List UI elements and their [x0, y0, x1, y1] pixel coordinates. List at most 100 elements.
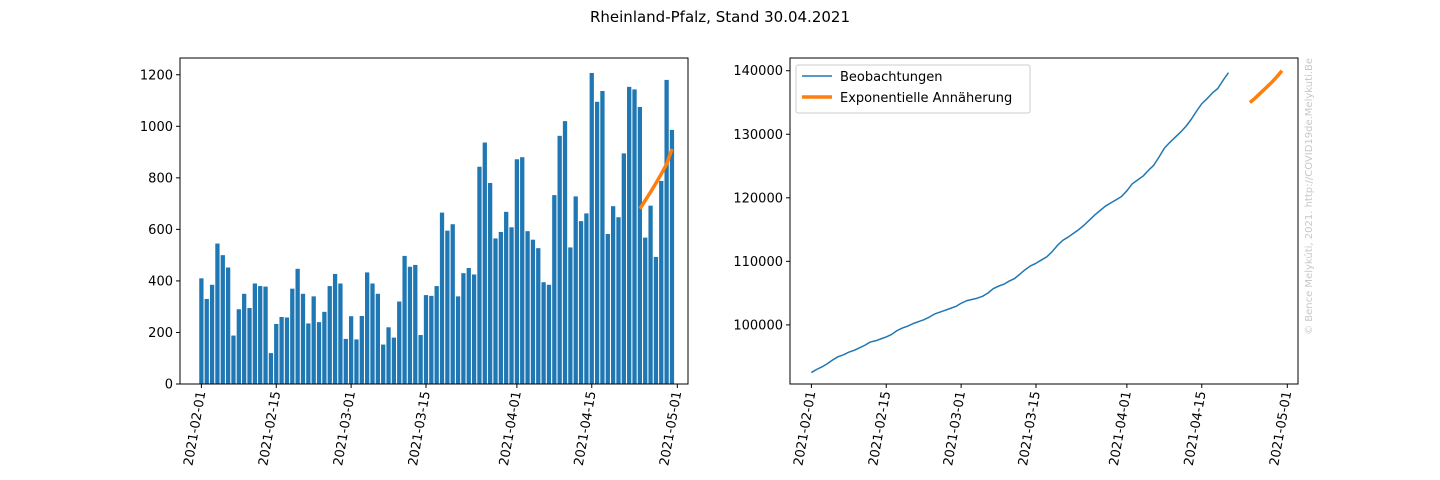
- daily-case-bar: [413, 264, 418, 384]
- daily-case-bar: [632, 89, 637, 384]
- daily-case-bar: [568, 247, 573, 384]
- daily-case-bar: [605, 234, 610, 384]
- right-y-axis-ticks: 100000 110000 120000 130000 140000: [733, 64, 790, 333]
- right-y-tick-label: 100000: [733, 318, 783, 333]
- daily-case-bar: [247, 307, 252, 384]
- daily-case-bar: [215, 243, 220, 384]
- right-x-tick-label: 2021-04-01: [1107, 390, 1135, 467]
- right-y-tick-label: 140000: [733, 64, 783, 79]
- left-y-tick-label: 200: [148, 326, 173, 341]
- daily-case-bar: [573, 196, 578, 384]
- daily-case-bar: [637, 106, 643, 385]
- right-y-tick-label: 110000: [733, 255, 783, 270]
- left-y-tick-label: 1000: [140, 120, 173, 135]
- daily-case-bar: [546, 284, 552, 384]
- right-y-tick-label: 120000: [733, 191, 783, 206]
- daily-case-bar: [204, 298, 209, 384]
- daily-case-bar: [439, 212, 445, 384]
- daily-case-bar: [477, 166, 482, 384]
- daily-case-bar: [482, 142, 487, 384]
- daily-case-bar: [348, 316, 354, 384]
- right-axes-frame: [789, 57, 1299, 385]
- daily-case-bar: [209, 284, 215, 384]
- right-x-tick-label: 2021-04-15: [1182, 390, 1210, 467]
- daily-case-bar: [659, 180, 664, 384]
- daily-case-bar: [461, 273, 466, 384]
- right-x-tick-label: 2021-05-01: [1267, 390, 1295, 467]
- daily-case-bar: [488, 182, 493, 384]
- daily-case-bar: [338, 283, 343, 384]
- figure-suptitle: Rheinland-Pfalz, Stand 30.04.2021: [590, 8, 850, 26]
- legend-box: [795, 64, 1031, 114]
- daily-case-bar: [365, 272, 370, 384]
- observations-line: [811, 72, 1230, 374]
- daily-case-bar: [311, 296, 316, 384]
- left-x-tick-label: 2021-04-15: [572, 390, 600, 467]
- right-x-tick-label: 2021-02-15: [866, 390, 894, 467]
- daily-case-bar: [621, 153, 626, 384]
- left-y-tick-label: 800: [148, 171, 173, 186]
- daily-case-bar: [391, 337, 397, 384]
- chart-legend: Beobachtungen Exponentielle Annäherung: [795, 64, 1031, 114]
- left-x-tick-label: 2021-03-15: [406, 390, 434, 467]
- right-y-tick-label: 130000: [733, 128, 783, 143]
- daily-case-bar: [434, 286, 439, 384]
- left-x-tick-label: 2021-02-15: [256, 390, 284, 467]
- right-x-axis-ticks: 2021-02-01 2021-02-15 2021-03-01 2021-03-15…: [791, 384, 1295, 467]
- daily-case-bar: [552, 195, 557, 384]
- daily-case-bar: [525, 231, 530, 384]
- daily-case-bar: [359, 315, 364, 384]
- daily-case-bar: [504, 211, 509, 384]
- daily-case-bar: [429, 295, 434, 384]
- left-y-axis-ticks: 0 200 400 600 800 1000 1200: [140, 68, 180, 393]
- daily-case-bar: [402, 255, 407, 384]
- daily-case-bar: [225, 267, 231, 384]
- daily-case-bar: [578, 221, 584, 384]
- left-y-tick-label: 1200: [140, 68, 173, 83]
- legend-label-exponentielle-annaeherung: Exponentielle Annäherung: [840, 91, 1012, 106]
- left-y-tick-label: 0: [165, 378, 173, 393]
- left-y-tick-label: 400: [148, 274, 173, 289]
- daily-case-bar: [354, 339, 359, 384]
- daily-case-bar: [498, 231, 503, 384]
- daily-case-bar: [322, 311, 327, 384]
- right-x-tick-label: 2021-03-01: [941, 390, 969, 467]
- daily-case-bar: [332, 273, 338, 384]
- daily-case-bar: [274, 323, 279, 384]
- daily-case-bar: [397, 301, 402, 384]
- daily-case-bar: [279, 317, 284, 384]
- left-x-axis-ticks: 2021-02-01 2021-02-15 2021-03-01 2021-03-15…: [181, 384, 685, 467]
- daily-case-bar: [258, 286, 263, 384]
- daily-case-bar: [199, 278, 204, 384]
- daily-case-bar: [423, 295, 429, 384]
- daily-case-bar: [445, 230, 450, 384]
- daily-case-bar: [509, 227, 514, 384]
- daily-case-bar: [418, 335, 423, 384]
- left-x-tick-label: 2021-03-01: [331, 390, 359, 467]
- daily-case-bar: [327, 286, 332, 384]
- daily-case-bar: [455, 296, 461, 384]
- daily-case-bar: [530, 239, 536, 384]
- daily-case-bar: [648, 205, 653, 384]
- daily-case-bar: [541, 282, 546, 384]
- left-fit-polyline: [638, 148, 674, 210]
- daily-case-bar: [643, 237, 648, 384]
- daily-case-bar: [466, 268, 471, 384]
- daily-case-bar: [220, 255, 225, 384]
- daily-case-bar: [493, 238, 498, 384]
- daily-case-bar: [343, 338, 348, 384]
- daily-case-bar: [370, 283, 375, 384]
- daily-case-bar: [407, 266, 413, 384]
- daily-case-bar: [300, 293, 306, 384]
- left-y-tick-label: 600: [148, 223, 173, 238]
- left-x-tick-label: 2021-04-01: [497, 390, 525, 467]
- daily-case-bar: [450, 224, 455, 384]
- daily-case-bar: [669, 129, 675, 384]
- left-x-tick-label: 2021-05-01: [657, 390, 685, 467]
- exponential-fit-line: [1248, 69, 1284, 104]
- daily-case-bar: [589, 72, 594, 384]
- cumulative-cases-line-chart: 100000 110000 120000 130000 140000 2021-02-0…: [733, 57, 1299, 467]
- daily-case-bar: [664, 79, 669, 384]
- daily-case-bar: [611, 206, 616, 384]
